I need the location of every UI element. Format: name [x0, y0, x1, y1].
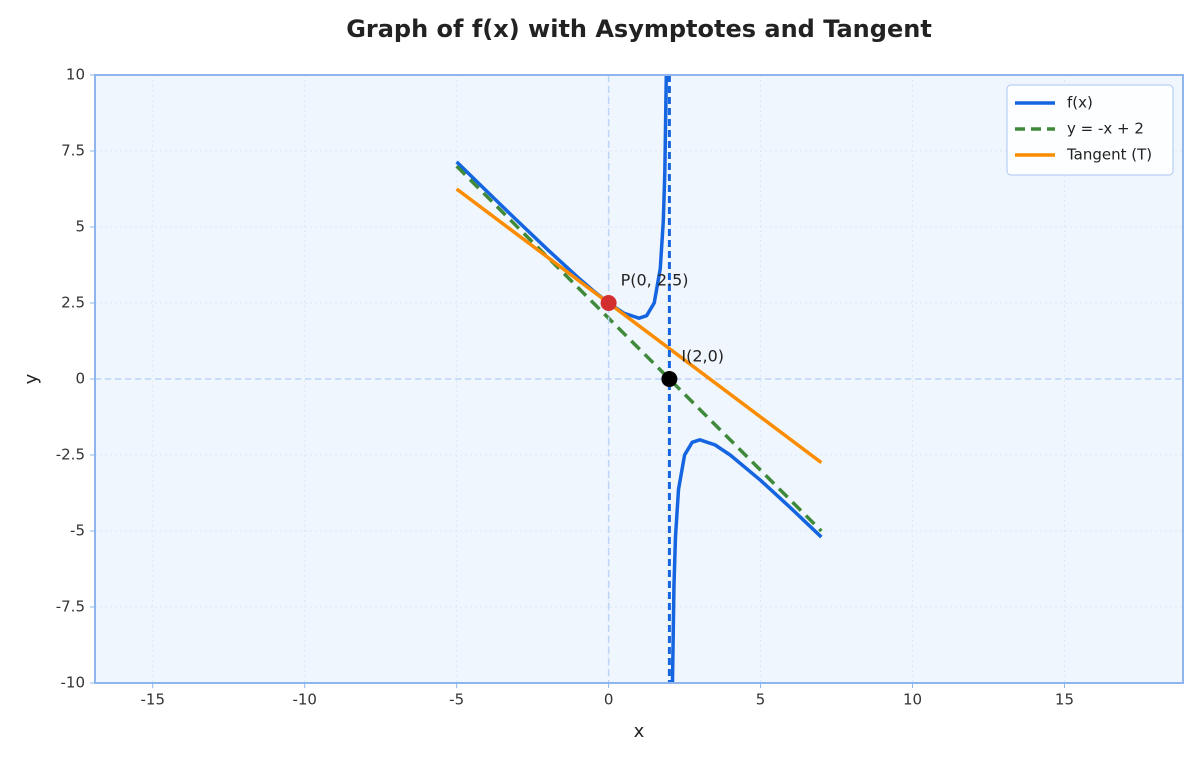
x-tick-label: 10 — [903, 691, 922, 709]
x-tick-label: 15 — [1055, 691, 1074, 709]
legend-label: Tangent (T) — [1066, 146, 1152, 164]
legend-box — [1006, 84, 1174, 176]
y-tick-label: -5 — [70, 522, 85, 540]
x-tick-label: 5 — [756, 691, 766, 709]
series-line — [455, 164, 823, 533]
series-line — [455, 187, 823, 464]
y-tick-label: 0 — [75, 370, 85, 388]
x-tick-label: 0 — [604, 691, 614, 709]
legend: f(x) y = -x + 2 Tangent (T) — [1006, 84, 1174, 176]
point-marker — [600, 295, 617, 311]
x-tick-label: -15 — [140, 691, 165, 709]
point-label: P(0, 2.5) — [621, 271, 689, 290]
y-axis-label: y — [21, 373, 42, 384]
plot-frame — [94, 74, 1184, 684]
legend-label: y = -x + 2 — [1067, 120, 1144, 138]
x-tick-label: -5 — [449, 691, 464, 709]
x-axis-label: x — [634, 721, 645, 742]
point-label: I(2,0) — [681, 347, 724, 366]
y-tick-label: -10 — [61, 674, 86, 692]
chart-title: Graph of f(x) with Asymptotes and Tangen… — [346, 15, 932, 43]
y-tick-label: -7.5 — [56, 598, 85, 616]
y-tick-label: -2.5 — [56, 446, 85, 464]
y-tick-label: 7.5 — [61, 142, 85, 160]
y-tick-label: 5 — [75, 218, 85, 236]
y-tick-label: 10 — [66, 66, 85, 84]
y-tick-label: 2.5 — [61, 294, 85, 312]
points: P(0, 2.5) I(2,0) — [600, 271, 724, 387]
legend-label: f(x) — [1067, 94, 1093, 112]
point-marker — [661, 371, 678, 387]
series-lines — [455, 75, 823, 683]
x-tick-label: -10 — [292, 691, 317, 709]
